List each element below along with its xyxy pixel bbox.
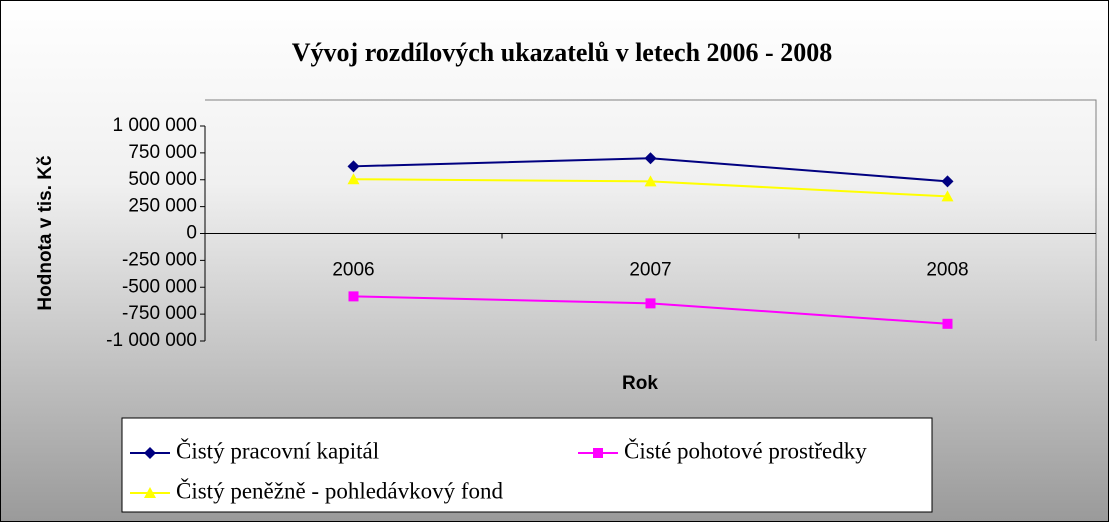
marker	[347, 173, 360, 185]
legend-label: Čisté pohotové prostředky	[624, 437, 867, 463]
legend	[121, 417, 933, 513]
marker	[348, 291, 359, 302]
y-tick-label: 0	[186, 223, 197, 244]
x-axis-label: Rok	[622, 373, 658, 394]
marker	[144, 487, 156, 498]
x-tick-label: 2006	[332, 260, 374, 281]
marker	[941, 175, 954, 188]
marker	[644, 152, 657, 165]
y-tick-label: 750 000	[128, 142, 197, 163]
legend-label: Čistý pracovní kapitál	[176, 437, 379, 463]
y-axis-label: Hodnota v tis. Kč	[35, 155, 56, 311]
legend-label: Čistý peněžně - pohledávkový fond	[176, 477, 504, 503]
marker	[593, 448, 603, 458]
marker	[941, 190, 954, 202]
y-tick-label: 500 000	[128, 169, 197, 190]
chart-title: Vývoj rozdílových ukazatelů v letech 200…	[292, 38, 832, 67]
marker	[645, 298, 656, 309]
marker	[942, 318, 953, 329]
y-tick-label: -1 000 000	[106, 330, 197, 351]
marker	[644, 175, 657, 187]
marker	[144, 447, 156, 459]
y-tick-label: 1 000 000	[112, 115, 197, 136]
y-tick-label: -750 000	[122, 303, 197, 324]
x-tick-label: 2008	[926, 260, 968, 281]
marker	[347, 160, 360, 173]
y-tick-label: -250 000	[122, 249, 197, 270]
x-tick-label: 2007	[629, 260, 671, 281]
plot-border	[205, 99, 1097, 341]
y-tick-label: -500 000	[122, 276, 197, 297]
y-tick-label: 250 000	[128, 196, 197, 217]
